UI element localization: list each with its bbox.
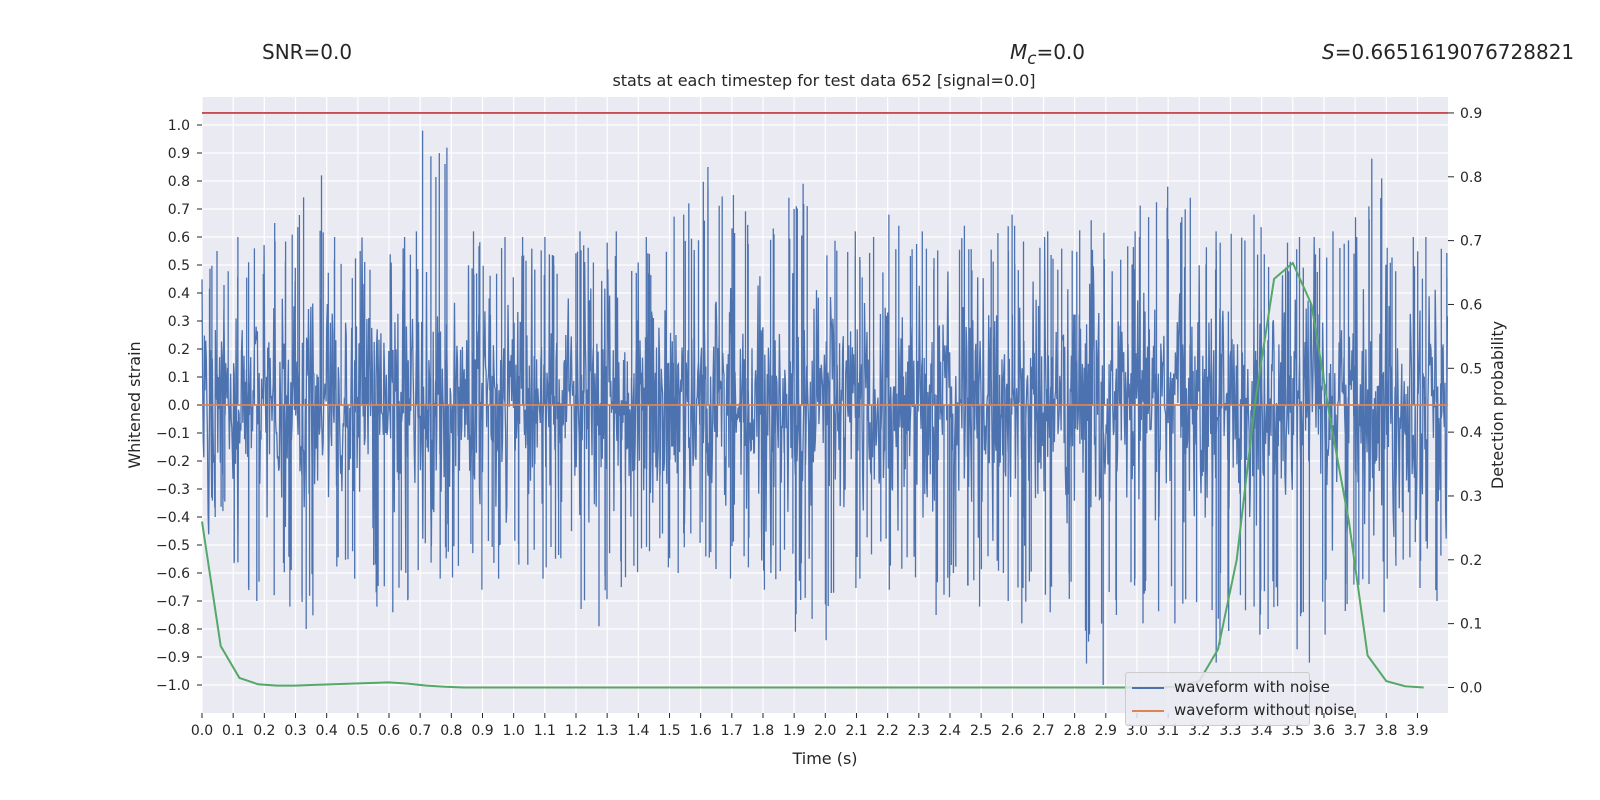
- x-tick-label: 0.6: [378, 723, 400, 739]
- x-tick-label: 0.0: [191, 723, 213, 739]
- legend-swatch-clean: [1132, 709, 1164, 712]
- y-tick-label: −0.5: [156, 538, 190, 554]
- x-tick-label: 1.3: [596, 723, 618, 739]
- x-tick-label: 3.1: [1157, 723, 1179, 739]
- x-tick-label: 3.4: [1250, 723, 1272, 739]
- y-tick-label: 0.7: [168, 202, 190, 218]
- legend-swatch-noise: [1132, 686, 1164, 689]
- s-label: S=0.6651619076728821: [1322, 40, 1575, 64]
- y-tick-label: −0.1: [156, 426, 190, 442]
- y-tick-label: 0.6: [168, 230, 190, 246]
- x-tick-label: 2.9: [1095, 723, 1117, 739]
- y2-tick-label: 0.1: [1460, 617, 1482, 633]
- legend: waveform with noise waveform without noi…: [1125, 672, 1354, 726]
- x-tick-label: 1.1: [534, 723, 556, 739]
- y2-tick-label: 0.9: [1460, 106, 1482, 122]
- x-tick-label: 0.8: [440, 723, 462, 739]
- chart-title: stats at each timestep for test data 652…: [612, 71, 1036, 90]
- x-axis-label: Time (s): [791, 749, 857, 768]
- x-tick-label: 0.9: [471, 723, 493, 739]
- legend-item-noise: waveform with noise: [1132, 676, 1330, 698]
- x-tick-label: 2.0: [814, 723, 836, 739]
- y-tick-label: 0.4: [168, 286, 190, 302]
- x-tick-label: 2.5: [970, 723, 992, 739]
- x-tick-label: 3.3: [1219, 723, 1241, 739]
- series-waveform-with-noise: [201, 130, 1449, 685]
- y-axis-label: Whitened strain: [125, 341, 144, 468]
- x-tick-label: 0.2: [253, 723, 275, 739]
- y2-tick-label: 0.2: [1460, 553, 1482, 569]
- y-tick-label: −1.0: [156, 678, 190, 694]
- x-tick-label: 2.1: [845, 723, 867, 739]
- y-tick-label: 0.3: [168, 314, 190, 330]
- x-tick-label: 3.0: [1126, 723, 1148, 739]
- x-tick-label: 1.5: [658, 723, 680, 739]
- snr-label: SNR=0.0: [262, 40, 353, 64]
- x-tick-label: 3.9: [1406, 723, 1428, 739]
- x-tick-label: 2.3: [908, 723, 930, 739]
- x-tick-label: 1.8: [752, 723, 774, 739]
- x-tick-label: 3.7: [1344, 723, 1366, 739]
- x-tick-label: 3.2: [1188, 723, 1210, 739]
- y-tick-label: −0.8: [156, 622, 190, 638]
- y-tick-label: 0.8: [168, 174, 190, 190]
- legend-item-clean: waveform without noise: [1132, 699, 1354, 721]
- x-tick-label: 3.6: [1313, 723, 1335, 739]
- y2-tick-label: 0.4: [1460, 425, 1482, 441]
- x-tick-label: 3.5: [1282, 723, 1304, 739]
- y2-axis-label: Detection probability: [1488, 321, 1507, 489]
- y2-tick-label: 0.0: [1460, 680, 1482, 696]
- y-tick-label: −0.7: [156, 594, 190, 610]
- y-tick-label: 0.5: [168, 258, 190, 274]
- y2-tick-label: 0.8: [1460, 170, 1482, 186]
- x-tick-label: 1.4: [627, 723, 649, 739]
- mc-label: Mc=0.0: [1010, 40, 1086, 68]
- x-tick-label: 3.8: [1375, 723, 1397, 739]
- x-tick-label: 0.7: [409, 723, 431, 739]
- x-tick-label: 1.6: [690, 723, 712, 739]
- x-tick-label: 2.7: [1032, 723, 1054, 739]
- y-tick-label: 0.1: [168, 370, 190, 386]
- y2-tick-label: 0.5: [1460, 361, 1482, 377]
- x-tick-label: 0.3: [284, 723, 306, 739]
- series-detection-probability: [201, 261, 1424, 689]
- x-tick-label: 1.2: [565, 723, 587, 739]
- x-tick-label: 1.0: [503, 723, 525, 739]
- x-tick-label: 0.4: [316, 723, 338, 739]
- x-tick-label: 0.5: [347, 723, 369, 739]
- y-tick-label: −0.4: [156, 510, 190, 526]
- y-tick-label: −0.3: [156, 482, 190, 498]
- x-tick-label: 1.7: [721, 723, 743, 739]
- y2-tick-label: 0.3: [1460, 489, 1482, 505]
- x-tick-label: 2.6: [1001, 723, 1023, 739]
- y-tick-label: 0.9: [168, 146, 190, 162]
- y-tick-label: 0.2: [168, 342, 190, 358]
- x-tick-label: 2.8: [1064, 723, 1086, 739]
- y-tick-label: 1.0: [168, 118, 190, 134]
- y-tick-label: −0.6: [156, 566, 190, 582]
- x-tick-label: 0.1: [222, 723, 244, 739]
- x-tick-label: 1.9: [783, 723, 805, 739]
- legend-label-noise: waveform with noise: [1174, 678, 1330, 696]
- legend-label-clean: waveform without noise: [1174, 701, 1355, 719]
- y-tick-label: −0.2: [156, 454, 190, 470]
- y-tick-label: −0.9: [156, 650, 190, 666]
- x-tick-label: 2.4: [939, 723, 961, 739]
- x-tick-label: 2.2: [877, 723, 899, 739]
- y2-tick-label: 0.6: [1460, 297, 1482, 313]
- y-tick-label: 0.0: [168, 398, 190, 414]
- y2-tick-label: 0.7: [1460, 234, 1482, 250]
